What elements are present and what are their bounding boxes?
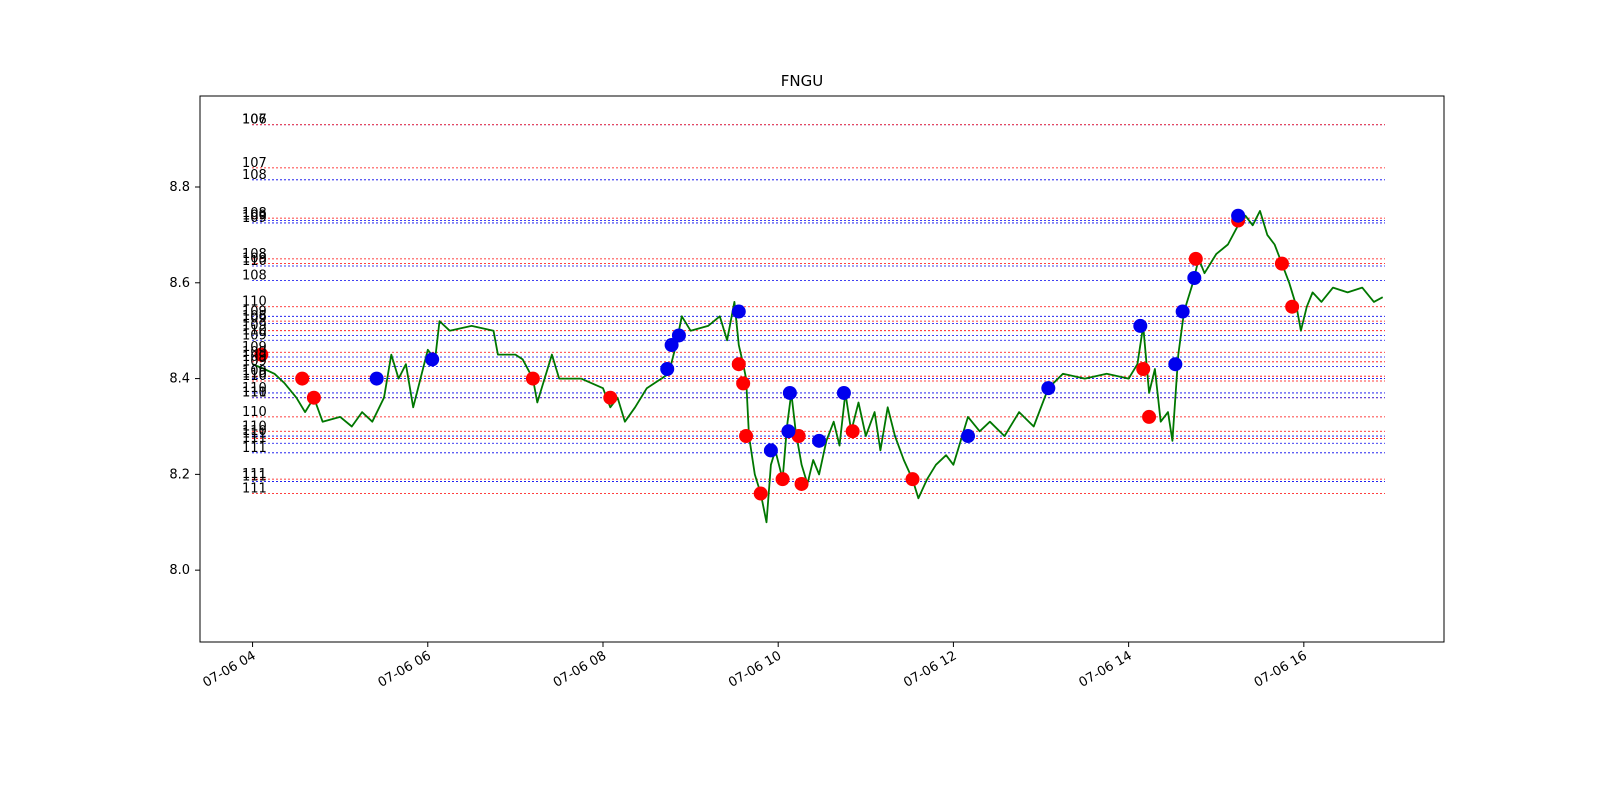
buy-marker (736, 376, 751, 391)
buy-marker (753, 486, 768, 501)
buy-marker (1274, 256, 1289, 271)
buy-marker (1188, 251, 1203, 266)
level-label: 111 (242, 482, 267, 497)
sell-marker (731, 304, 746, 319)
level-label: 109 (242, 350, 267, 365)
level-label: 109 (242, 345, 267, 360)
level-label: 111 (242, 441, 267, 456)
buy-marker (525, 371, 540, 386)
sell-marker (660, 362, 675, 376)
buy-marker (739, 429, 754, 444)
sell-marker (369, 371, 384, 386)
level-label: 108 (242, 168, 267, 183)
y-tick-label: 8.6 (169, 276, 190, 291)
buy-marker (775, 472, 790, 487)
level-label: 111 (242, 431, 267, 446)
sell-marker (671, 328, 686, 343)
level-label: 110 (242, 424, 267, 439)
level-label: 110 (242, 367, 267, 382)
y-tick-label: 8.2 (169, 467, 190, 482)
y-axis: 8.0 8.2 8.4 8.6 8.8 (169, 180, 200, 578)
level-label: 110 (242, 381, 267, 396)
sell-marker (1187, 271, 1202, 285)
level-label: 110 (242, 295, 267, 310)
level-label: 110 (242, 419, 267, 434)
level-label: 109 (242, 211, 267, 226)
level-label: 108 (242, 309, 267, 324)
level-label: 110 (242, 386, 267, 401)
sell-marker (1231, 208, 1246, 223)
sell-marker (763, 443, 778, 458)
level-label: 109 (242, 209, 267, 224)
buy-marker (603, 390, 618, 405)
level-label: 107 (242, 156, 267, 171)
level-label: 111 (242, 426, 267, 441)
level-label: 109 (242, 340, 267, 355)
sell-marker (425, 352, 440, 367)
buy-marker (254, 347, 269, 362)
level-label: 108 (242, 268, 267, 283)
level-label: 109 (242, 364, 267, 379)
level-label: 109 (242, 312, 267, 327)
buy-marker (1142, 409, 1157, 424)
sell-marker (782, 385, 797, 400)
level-label: 108 (242, 247, 267, 262)
level-label: 110 (242, 405, 267, 420)
level-label: 106 (242, 113, 267, 128)
buy-marker (845, 424, 860, 439)
y-tick-label: 8.0 (169, 563, 190, 578)
buy-marker (295, 371, 310, 386)
level-label: 108 (242, 206, 267, 221)
y-tick-label: 8.4 (169, 372, 190, 387)
level-label: 111 (242, 467, 267, 482)
sell-marker (781, 424, 796, 439)
buy-marker (731, 357, 746, 372)
sell-marker (812, 433, 827, 448)
buy-marker (306, 390, 321, 405)
level-labels: 1061071071081081091091081091101081101091… (242, 113, 267, 497)
level-label: 109 (242, 252, 267, 267)
sell-marker (1175, 304, 1190, 319)
sell-marker (1041, 381, 1056, 396)
trade-markers (254, 208, 1300, 501)
buy-marker (905, 472, 920, 487)
buy-marker (1136, 362, 1151, 376)
y-tick-label: 8.8 (169, 180, 190, 195)
level-label: 111 (242, 386, 267, 401)
level-label: 110 (242, 369, 267, 384)
level-label: 107 (242, 113, 267, 128)
sell-marker (961, 429, 976, 444)
buy-marker (794, 476, 809, 491)
sell-marker (664, 338, 679, 353)
level-label: 110 (242, 254, 267, 269)
level-label: 109 (242, 355, 267, 370)
sell-marker (1168, 357, 1183, 372)
level-label: 109 (242, 304, 267, 319)
sell-marker (836, 385, 851, 400)
buy-marker (1285, 299, 1300, 314)
level-label: 110 (242, 323, 267, 338)
plot-frame (199, 95, 1445, 643)
sell-marker (1133, 318, 1148, 333)
level-label: 109 (242, 328, 267, 343)
level-label: 111 (242, 470, 267, 485)
chart-title: FNGU (781, 72, 823, 90)
level-label: 109 (242, 319, 267, 334)
